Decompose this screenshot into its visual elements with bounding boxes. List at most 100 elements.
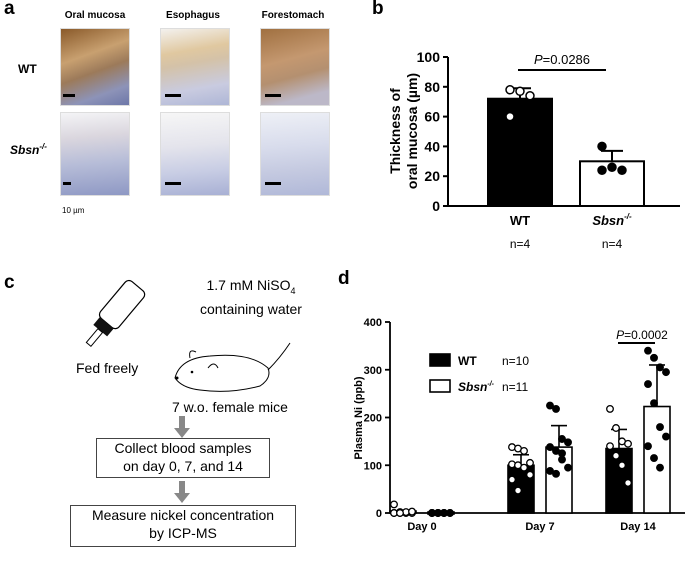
column-header-forestomach: Forestomach <box>261 10 325 21</box>
row-label-wt: WT <box>18 62 37 76</box>
data-point <box>558 435 566 443</box>
row-label-sbsn: Sbsn-/- <box>10 142 47 157</box>
scale-bar <box>165 94 181 97</box>
fed-freely-label: Fed freely <box>76 360 139 376</box>
column-header-esophagus: Esophagus <box>166 10 220 21</box>
y-tick-label: 300 <box>364 365 382 377</box>
data-point <box>514 486 522 495</box>
flow-arrows <box>174 416 190 503</box>
data-point <box>440 509 448 517</box>
data-point <box>662 432 670 441</box>
mice-label: 7 w.o. female mice <box>172 399 288 415</box>
y-tick-label: 80 <box>424 79 440 95</box>
micrograph-sbsn-oral <box>60 112 130 196</box>
data-point <box>526 470 534 479</box>
data-point <box>662 368 670 377</box>
water-label: 1.7 mM NiSO4 containing water <box>200 277 302 317</box>
step-collect-blood: Collect blood samples on day 0, 7, and 14 <box>96 438 270 478</box>
step-measure-nickel: Measure nickel concentration by ICP-MS <box>70 505 296 547</box>
column-header-oral: Oral mucosa <box>64 10 126 21</box>
micrograph-wt-forestomach <box>260 28 330 106</box>
x-tick-label: Day 7 <box>525 521 554 533</box>
y-tick-label: 100 <box>364 460 382 472</box>
micrograph-wt-esophagus <box>160 28 230 106</box>
x-tick-label: WT <box>510 213 530 228</box>
data-point <box>597 141 607 152</box>
data-point <box>644 442 652 451</box>
data-point <box>526 458 534 467</box>
data-point <box>564 438 572 447</box>
x-tick-label: Day 0 <box>407 521 436 533</box>
micrograph-wt-oral <box>60 28 130 106</box>
panel-c-label: c <box>4 272 15 293</box>
x-tick-label: Day 14 <box>620 521 656 533</box>
legend-n: n=10 <box>502 354 529 368</box>
data-point <box>606 404 614 413</box>
data-point <box>552 404 560 413</box>
sample-size-label: n=4 <box>602 237 623 251</box>
data-point <box>552 469 560 478</box>
scale-bar-label: 10 µm <box>62 206 85 215</box>
chart-b: 0 20 40 60 80 100 Thickness oforal mucosa (µm)… <box>387 49 680 251</box>
panel-d-label: d <box>338 268 350 289</box>
scale-bar <box>265 182 281 185</box>
y-tick-label: 0 <box>376 508 382 520</box>
y-axis-label: Plasma Ni (ppb) <box>353 376 365 459</box>
y-tick-label: 20 <box>424 168 440 184</box>
data-point <box>520 446 528 455</box>
data-point <box>624 439 632 448</box>
data-point <box>656 423 664 431</box>
sample-size-label: n=4 <box>510 237 531 251</box>
y-axis-label: Thickness oforal mucosa (µm) <box>387 73 420 189</box>
data-point <box>525 90 535 101</box>
data-point <box>618 461 626 470</box>
x-tick-label: Sbsn-/- <box>592 212 632 228</box>
p-value-label: P=0.0002 <box>616 328 668 342</box>
data-point <box>505 111 515 122</box>
legend-label: Sbsn-/- <box>458 380 495 394</box>
data-point <box>617 165 627 175</box>
y-tick-label: 0 <box>432 198 440 214</box>
data-point <box>650 454 658 463</box>
data-point <box>546 443 554 452</box>
mouse-icon <box>174 342 291 392</box>
data-point <box>612 424 620 432</box>
data-point <box>606 442 614 451</box>
y-tick-label: 200 <box>364 413 382 425</box>
data-point <box>564 463 572 472</box>
data-point <box>396 509 404 517</box>
scale-bar <box>63 182 71 185</box>
data-point <box>520 463 528 472</box>
legend-label: WT <box>458 354 477 368</box>
data-point <box>612 451 620 460</box>
data-point <box>597 165 607 175</box>
y-tick-label: 100 <box>417 49 441 65</box>
y-tick-label: 60 <box>424 109 440 125</box>
panel-b-label: b <box>372 0 384 19</box>
data-point <box>650 399 658 408</box>
legend-swatch <box>429 353 451 367</box>
chart-d: 0 100 200 300 400 Plasma Ni (ppb) Day 0 Day 7 Da… <box>353 317 685 533</box>
data-point <box>505 85 515 95</box>
data-point <box>408 507 416 516</box>
data-point <box>656 363 664 372</box>
legend-swatch <box>429 379 451 393</box>
scale-bar <box>63 94 75 97</box>
arrow-down-icon <box>174 493 190 503</box>
data-point <box>546 401 554 410</box>
data-point <box>508 475 516 484</box>
panel-a-label: a <box>4 0 15 19</box>
data-point <box>650 353 658 362</box>
data-point <box>644 346 652 355</box>
y-tick-label: 400 <box>364 317 382 329</box>
bar-wt <box>487 97 553 207</box>
y-tick-label: 40 <box>424 138 440 154</box>
bar-sbsn <box>643 405 671 514</box>
data-point <box>656 463 664 472</box>
data-point <box>390 500 398 509</box>
data-point <box>607 162 617 173</box>
scale-bar <box>265 94 281 97</box>
legend-n: n=11 <box>502 380 528 394</box>
water-bottle-icon <box>85 279 146 348</box>
